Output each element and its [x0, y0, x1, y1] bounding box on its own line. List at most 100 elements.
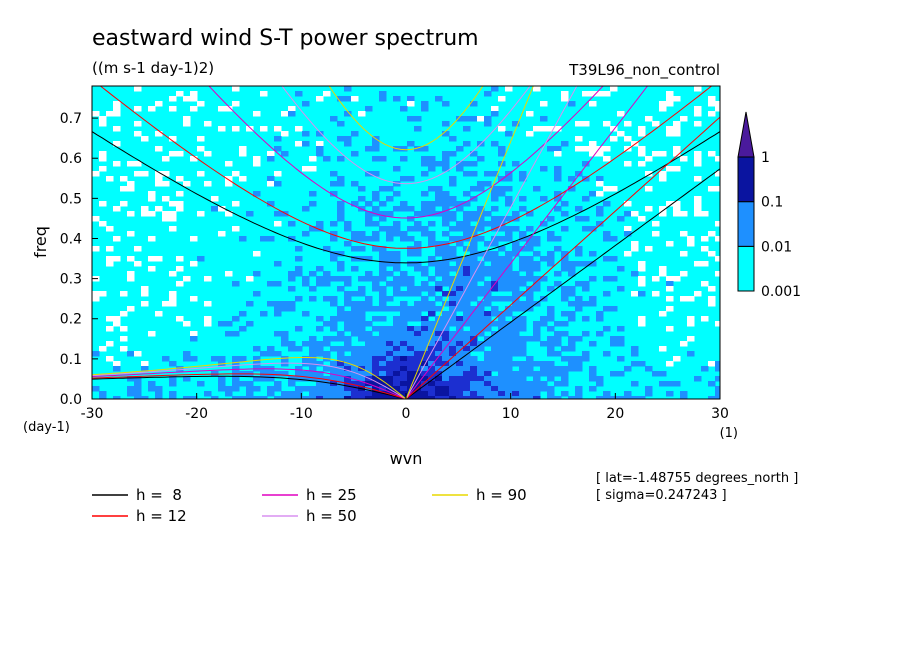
power-cell: [218, 206, 226, 212]
power-cell: [652, 231, 660, 237]
power-cell: [428, 361, 436, 367]
power-cell: [568, 366, 576, 372]
power-cell: [267, 281, 275, 287]
power-cell: [561, 91, 569, 97]
power-cell: [694, 201, 702, 207]
power-cell: [484, 281, 492, 287]
power-cell: [491, 216, 499, 222]
power-cell: [505, 296, 513, 302]
power-cell: [442, 311, 450, 317]
power-cell: [274, 371, 282, 377]
power-cell: [456, 206, 464, 212]
power-cell: [498, 191, 506, 197]
power-cell: [372, 346, 380, 352]
power-cell: [624, 251, 632, 257]
power-cell: [386, 376, 394, 382]
power-cell: [442, 246, 450, 252]
power-cell: [526, 301, 534, 307]
power-cell: [638, 161, 646, 167]
power-cell: [169, 136, 177, 142]
power-cell: [393, 266, 401, 272]
power-cell: [533, 391, 541, 397]
power-cell: [470, 171, 478, 177]
power-cell: [414, 126, 422, 132]
power-cell: [400, 331, 408, 337]
power-cell: [372, 286, 380, 292]
power-cell: [316, 266, 324, 272]
power-cell: [596, 316, 604, 322]
power-cell: [624, 231, 632, 237]
power-cell: [491, 296, 499, 302]
power-cell: [428, 161, 436, 167]
power-cell: [435, 391, 443, 397]
power-cell: [99, 121, 107, 127]
power-cell: [624, 211, 632, 217]
power-cell: [372, 376, 380, 382]
power-cell: [225, 391, 233, 397]
power-cell: [379, 336, 387, 342]
power-cell: [365, 306, 373, 312]
power-cell: [449, 366, 457, 372]
power-cell: [708, 396, 716, 399]
power-cell: [554, 321, 562, 327]
power-cell: [526, 226, 534, 232]
power-cell: [505, 356, 513, 362]
power-cell: [155, 311, 163, 317]
power-cell: [92, 246, 100, 252]
power-cell: [330, 321, 338, 327]
power-cell: [309, 271, 317, 277]
power-cell: [498, 96, 506, 102]
power-cell: [148, 106, 156, 112]
power-cell: [715, 271, 720, 277]
power-cell: [393, 371, 401, 377]
power-cell: [505, 336, 513, 342]
power-cell: [666, 101, 674, 107]
power-cell: [442, 336, 450, 342]
power-cell: [253, 251, 261, 257]
power-cell: [603, 201, 611, 207]
power-cell: [183, 181, 191, 187]
power-cell: [512, 346, 520, 352]
power-cell: [554, 246, 562, 252]
power-cell: [232, 281, 240, 287]
power-cell: [232, 381, 240, 387]
power-cell: [421, 106, 429, 112]
power-cell: [484, 316, 492, 322]
power-cell: [148, 196, 156, 202]
power-cell: [491, 256, 499, 262]
power-cell: [498, 261, 506, 267]
power-cell: [113, 236, 121, 242]
power-cell: [449, 376, 457, 382]
power-cell: [491, 396, 499, 399]
power-cell: [407, 236, 415, 242]
power-cell: [477, 221, 485, 227]
power-cell: [568, 291, 576, 297]
power-cell: [638, 291, 646, 297]
power-cell: [169, 361, 177, 367]
power-cell: [351, 386, 359, 392]
power-cell: [442, 366, 450, 372]
power-cell: [435, 161, 443, 167]
power-cell: [351, 316, 359, 322]
power-cell: [316, 276, 324, 282]
power-cell: [554, 351, 562, 357]
power-cell: [106, 341, 114, 347]
power-cell: [393, 291, 401, 297]
power-cell: [470, 211, 478, 217]
power-cell: [197, 146, 205, 152]
power-cell: [414, 301, 422, 307]
power-cell: [519, 246, 527, 252]
power-cell: [351, 366, 359, 372]
power-cell: [463, 341, 471, 347]
power-cell: [372, 361, 380, 367]
power-cell: [498, 376, 506, 382]
power-cell: [239, 396, 247, 399]
power-cell: [246, 301, 254, 307]
power-cell: [407, 341, 415, 347]
power-cell: [274, 261, 282, 267]
power-cell: [449, 196, 457, 202]
power-cell: [547, 351, 555, 357]
power-cell: [358, 276, 366, 282]
power-cell: [526, 111, 534, 117]
kelvin-curve: [405, 86, 534, 399]
